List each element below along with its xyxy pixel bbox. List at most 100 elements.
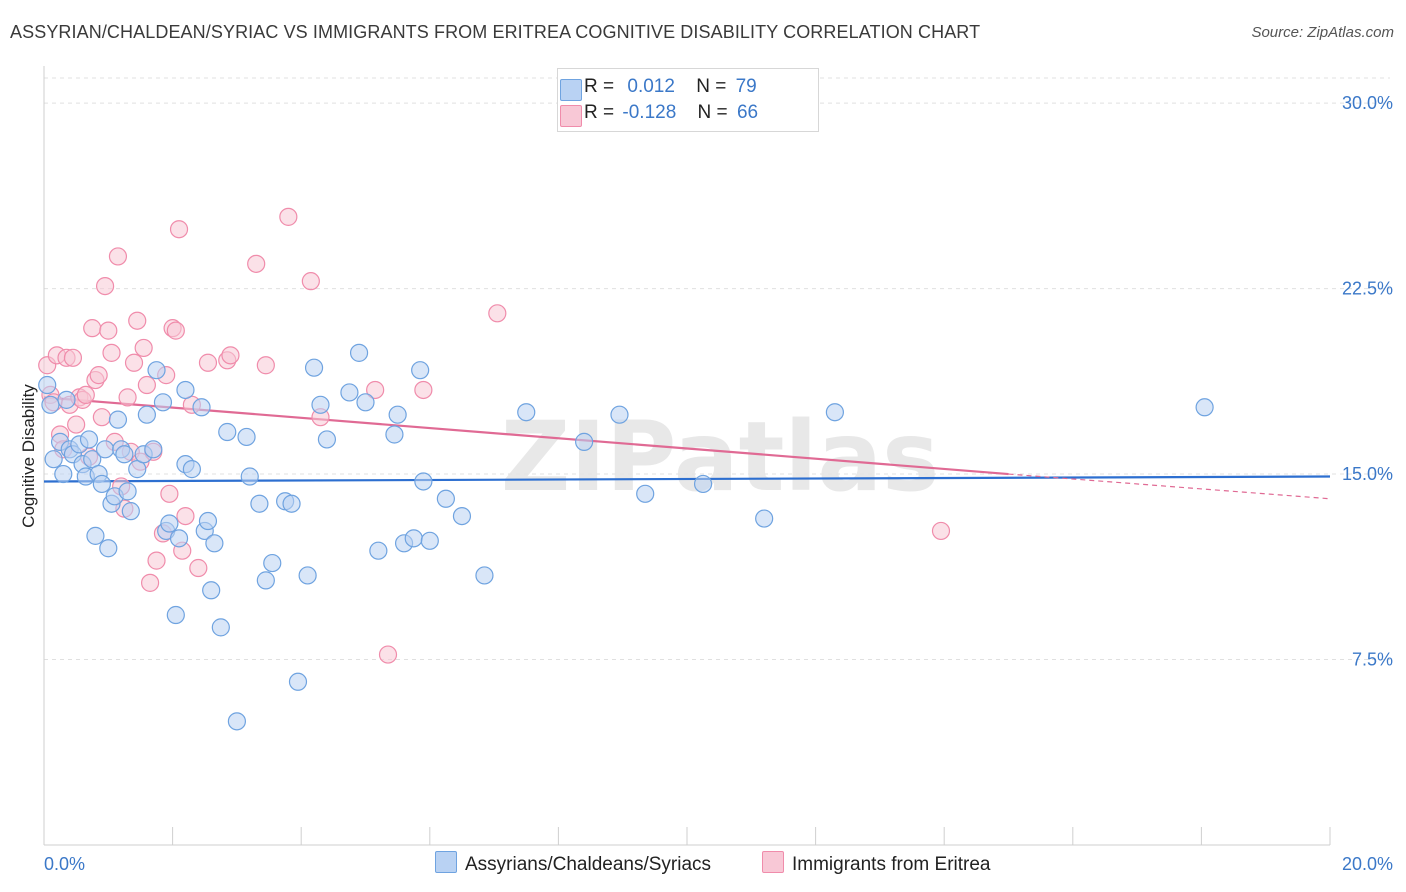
pink-point	[76, 385, 95, 405]
source-credit: Source: ZipAtlas.com	[1251, 24, 1394, 41]
blue-point	[282, 494, 301, 513]
pink-point	[221, 346, 240, 365]
watermark: ZIPatlas	[501, 401, 940, 513]
bottom-legend-item-eritrea: Immigrants from Eritrea	[762, 851, 990, 876]
pink-point	[301, 272, 320, 291]
pink-point	[169, 220, 189, 239]
pink-point	[366, 380, 385, 400]
pink-point	[414, 380, 433, 400]
blue-point	[420, 531, 439, 550]
bottom-legend-label: Assyrians/Chaldeans/Syriacs	[465, 854, 712, 875]
blue-point	[44, 450, 63, 469]
blue-point	[198, 511, 218, 531]
blue-point	[636, 484, 655, 503]
blue-point	[311, 395, 330, 414]
pink-point	[99, 321, 118, 340]
x-tick-label: 0.0%	[44, 854, 85, 874]
blue-point	[825, 403, 844, 422]
legend-n-value: 66	[736, 102, 759, 123]
blue-point	[517, 403, 536, 422]
blue-point	[57, 390, 76, 409]
blue-point	[153, 393, 173, 412]
pink-point	[198, 353, 218, 372]
grid-lines	[44, 77, 1390, 661]
blue-point	[304, 358, 324, 377]
pink-point	[137, 375, 156, 395]
pink-point	[147, 551, 166, 570]
blue-point	[118, 482, 137, 501]
blue-point	[121, 502, 140, 521]
blue-point	[349, 343, 369, 362]
pink-point	[160, 484, 179, 503]
pink-point	[124, 353, 144, 372]
pink-point	[83, 319, 102, 338]
blue-point	[115, 445, 134, 464]
chart-title: ASSYRIAN/CHALDEAN/SYRIAC VS IMMIGRANTS F…	[10, 22, 981, 42]
blue-point	[147, 361, 166, 380]
blue-point	[38, 375, 57, 395]
correlation-legend: R = 0.012 N = 79 R = -0.128 N = 66	[557, 68, 819, 132]
blue-point	[385, 425, 404, 444]
legend-swatch-pink	[560, 105, 582, 127]
blue-point	[99, 539, 118, 558]
blue-trend-line	[43, 475, 1331, 483]
y-tick-label: 7.5%	[1352, 650, 1393, 670]
y-axis-label: Cognitive Disability	[19, 384, 38, 528]
blue-point	[86, 526, 105, 545]
pink-point	[95, 276, 115, 296]
data-points	[38, 207, 1214, 731]
blue-point	[137, 405, 156, 424]
blue-point	[54, 464, 73, 484]
blue-point	[755, 509, 774, 528]
blue-point	[475, 566, 494, 585]
legend-r-label: R =	[584, 102, 615, 123]
blue-point	[166, 605, 185, 625]
legend-row-blue: R = 0.012 N = 79	[560, 76, 757, 102]
blue-point	[250, 494, 269, 513]
pink-point	[89, 366, 108, 385]
blue-point	[176, 380, 195, 400]
legend-swatch-blue	[560, 79, 582, 101]
blue-point	[404, 529, 423, 548]
blue-point	[356, 393, 375, 412]
pink-point	[108, 247, 128, 266]
blue-point	[237, 427, 256, 447]
blue-point	[211, 618, 230, 637]
pink-point	[118, 388, 137, 407]
y-tick-label: 30.0%	[1342, 93, 1393, 113]
legend-n-label: N =	[696, 76, 727, 97]
blue-point	[205, 534, 224, 553]
blue-point	[202, 581, 221, 600]
blue-point	[452, 506, 472, 526]
pink-point	[102, 343, 121, 362]
blue-point	[240, 467, 259, 486]
blue-point	[92, 474, 111, 494]
blue-point	[95, 440, 115, 459]
pink-point	[247, 254, 266, 273]
legend-r-label: R =	[584, 76, 615, 97]
blue-point	[108, 410, 128, 429]
blue-point	[411, 361, 430, 380]
pink-point	[488, 304, 507, 323]
pink-point	[67, 415, 86, 434]
blue-point	[79, 430, 99, 449]
bottom-legend-swatch-blue	[435, 851, 457, 873]
blue-point	[1195, 398, 1214, 417]
blue-point	[263, 553, 282, 573]
blue-point	[192, 398, 211, 417]
blue-point	[144, 440, 163, 459]
legend-r-value: 0.012	[627, 76, 675, 97]
pink-point	[128, 311, 147, 330]
x-tick-label: 20.0%	[1342, 854, 1393, 874]
blue-point	[288, 672, 308, 691]
pink-point	[279, 207, 298, 226]
pink-point	[166, 321, 185, 340]
axes	[43, 66, 1331, 846]
pink-point	[176, 506, 195, 526]
y-tick-label: 15.0%	[1342, 464, 1393, 484]
blue-point	[693, 474, 713, 494]
blue-point	[227, 712, 246, 731]
blue-point	[41, 395, 60, 414]
blue-point	[414, 472, 433, 491]
